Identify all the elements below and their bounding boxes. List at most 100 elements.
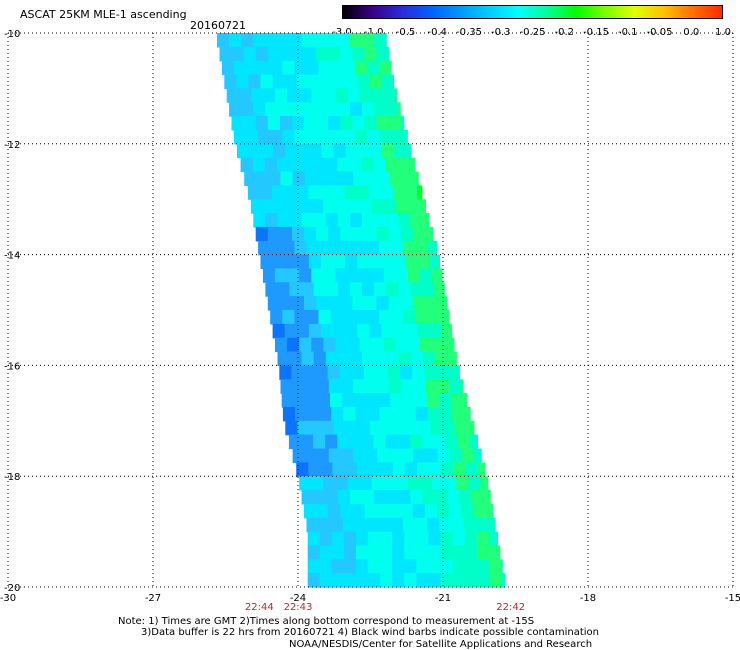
swath-cell <box>263 268 276 283</box>
swath-cell <box>263 199 276 214</box>
swath-cell <box>353 379 366 394</box>
swath-cell <box>311 268 324 283</box>
swath-cell <box>350 490 363 505</box>
swath-cell <box>359 268 373 283</box>
swath-cell <box>337 490 351 505</box>
swath-cell <box>255 46 269 62</box>
swath-cell <box>422 351 436 366</box>
swath-cell <box>321 323 334 339</box>
swath-cell <box>456 476 469 491</box>
swath-cell <box>382 420 395 436</box>
swath-cell <box>392 531 405 547</box>
swath-cell <box>385 157 399 173</box>
swath-cell <box>344 185 358 200</box>
swath-cell <box>308 323 322 339</box>
swath-cell <box>401 379 414 394</box>
swath-cell <box>316 448 330 463</box>
swath-cell <box>388 296 402 311</box>
swath-cell <box>400 226 414 242</box>
swath-cell <box>442 420 456 436</box>
swath-cell <box>380 559 393 574</box>
swath-cell <box>343 531 357 547</box>
colorbar-label: -0.5 <box>395 27 416 38</box>
swath-cell <box>323 199 337 214</box>
swath-cell <box>424 296 438 311</box>
swath-cell <box>380 573 393 588</box>
swath-cell <box>452 559 466 574</box>
swath-cell <box>429 323 443 339</box>
swath-cell <box>420 268 433 283</box>
swath-cell <box>386 213 399 228</box>
swath-cell <box>306 129 320 145</box>
swath-cell <box>267 116 281 131</box>
swath-cell <box>357 420 371 436</box>
swath-cell <box>371 199 385 214</box>
swath-cell <box>311 337 324 353</box>
swath-cell <box>393 323 407 339</box>
colorbar-label: -0.05 <box>646 27 673 38</box>
swath-cell <box>231 46 245 62</box>
swath-cell <box>284 74 298 89</box>
swath-cell <box>282 407 296 422</box>
swath-cell <box>260 254 274 269</box>
swath-cell <box>307 545 321 560</box>
swath-cell <box>439 310 450 325</box>
swath-cell <box>330 393 343 408</box>
swath-cell <box>316 296 329 311</box>
swath-cell <box>296 462 309 477</box>
swath-cell <box>343 545 357 560</box>
swath-cell <box>304 379 318 394</box>
swath-cell <box>333 323 346 339</box>
swath-cell <box>279 116 293 131</box>
swath-cell <box>351 365 365 380</box>
swath-cell <box>391 240 404 256</box>
swath-cell <box>289 102 303 117</box>
swath-cell <box>416 573 430 588</box>
swath-cell <box>440 407 453 422</box>
swath-cell <box>267 296 281 311</box>
swath-cell <box>277 102 291 117</box>
swath-cell <box>477 462 486 477</box>
swath-cell <box>374 33 387 48</box>
swath-cell <box>255 116 269 131</box>
swath-cell <box>249 143 262 159</box>
time-label: 22:43 <box>284 602 313 613</box>
swath-cell <box>258 60 271 76</box>
swath-cell <box>365 171 378 186</box>
swath-cell <box>301 434 314 450</box>
swath-cell <box>217 33 230 48</box>
swath-cell <box>270 240 283 256</box>
swath-cell <box>379 517 392 533</box>
swath-cell <box>415 407 429 422</box>
swath-cell <box>335 476 349 491</box>
swath-cell <box>353 171 366 186</box>
swath-cell <box>426 393 440 408</box>
swath-cell <box>350 102 363 117</box>
swath-cell <box>440 573 454 588</box>
swath-cell <box>350 33 363 48</box>
swath-cell <box>335 268 349 283</box>
swath-cell <box>307 573 321 588</box>
swath-cell <box>331 545 345 560</box>
swath-cell <box>272 254 286 269</box>
swath-cell <box>321 74 334 89</box>
colorbar-label: -3.0 <box>332 27 352 38</box>
swath-cell <box>292 46 305 62</box>
swath-cell <box>272 185 285 200</box>
swath-cell <box>354 129 368 145</box>
swath-cell <box>393 254 407 269</box>
swath-cell <box>444 337 455 353</box>
swath-cell <box>397 157 411 173</box>
swath-cell <box>408 268 421 283</box>
swath-cell <box>287 88 300 103</box>
swath-cell <box>437 379 451 394</box>
swath-cell <box>400 503 414 519</box>
swath-cell <box>368 531 381 547</box>
swath-cell <box>356 559 369 574</box>
swath-cell <box>304 226 317 242</box>
swath-cell <box>296 74 310 89</box>
swath-cell <box>437 448 451 463</box>
swath-cell <box>330 60 344 76</box>
swath-cell <box>409 157 416 173</box>
